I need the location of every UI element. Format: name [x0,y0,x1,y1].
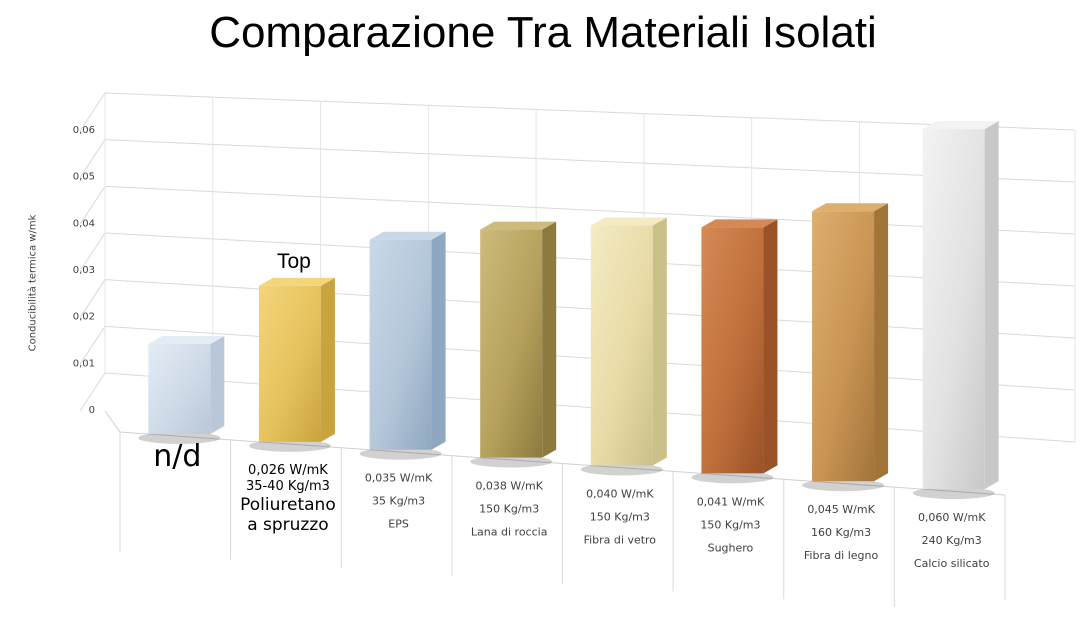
gridline [104,232,1076,287]
category-label: EPS [388,518,409,531]
bar [912,121,999,500]
bar [691,219,778,484]
category-label: Sughero [708,541,754,554]
category-label: 240 Kg/m3 [922,534,982,547]
category-label: 0,040 W/mK [586,487,654,500]
category-label: 35-40 Kg/m3 [246,479,330,494]
gridline [79,232,106,272]
bar [359,231,446,460]
bar [580,217,667,476]
category-label: a spruzzo [247,515,328,535]
floor-side [104,410,121,433]
gridline [79,139,106,178]
category-label: Calcio silicato [914,557,990,570]
category-label: 0,026 W/mK [248,463,328,478]
category-label: n/d [153,439,201,474]
gridline [79,186,106,225]
gridline [79,372,106,412]
y-tick-label: 0,03 [73,265,95,276]
category-label: 0,041 W/mK [697,495,765,508]
bar [138,335,225,444]
category-label: Poliuretano [240,495,336,515]
category-label: 150 Kg/m3 [590,510,650,523]
gridline [104,185,1076,235]
category-label: Fibra di legno [804,549,879,562]
chart-title: Comparazione Tra Materiali Isolati [209,8,877,57]
category-label: 0,045 W/mK [807,503,875,516]
bar [248,277,335,452]
gridline [79,92,106,132]
bars [138,121,999,500]
y-tick-label: 0,01 [73,358,95,369]
category-label: 160 Kg/m3 [811,526,871,539]
y-tick-label: 0,05 [73,172,95,183]
gridline [79,326,106,365]
bar [802,203,889,492]
category-label: 35 Kg/m3 [372,495,425,508]
category-label: 0,038 W/mK [475,480,543,493]
annotation-top: Top [277,250,311,273]
category-label: 150 Kg/m3 [479,503,539,516]
gridline [79,279,106,318]
bar [470,221,557,468]
category-label: 0,035 W/mK [365,472,433,485]
category-label: 0,060 W/mK [918,511,986,524]
y-tick-label: 0,06 [73,125,95,136]
gridline [104,92,1076,131]
category-label: Lana di roccia [471,526,548,539]
y-tick-label: 0,04 [73,218,95,229]
gridline [104,139,1076,183]
y-tick-label: 0 [89,405,95,416]
category-label: 150 Kg/m3 [700,518,760,531]
y-tick-label: 0,02 [73,312,95,323]
category-label: Fibra di vetro [584,533,657,546]
